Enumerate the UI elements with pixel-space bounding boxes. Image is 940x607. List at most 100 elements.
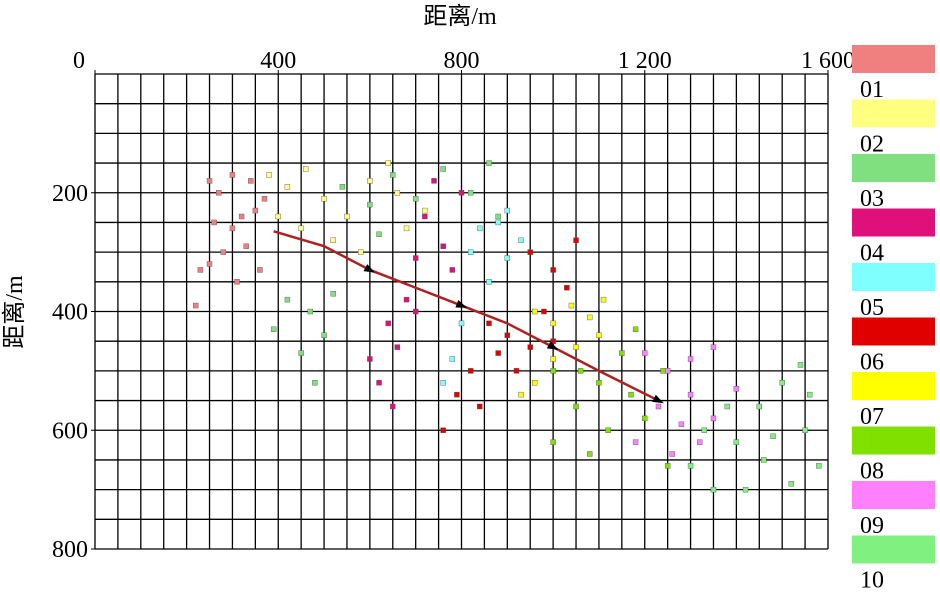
point [733,385,740,392]
x-tick-label: 800 [444,48,480,74]
y-axis-label: 距离/m [1,275,28,349]
point [628,391,634,398]
point [449,267,456,273]
series [632,344,740,457]
point [550,439,556,445]
legend-label: 08 [860,459,884,485]
point [234,279,240,285]
point [541,308,547,315]
point [697,439,703,445]
point [467,368,474,374]
point [422,213,428,220]
point [632,326,639,333]
x-tick-label: 1 600 [801,48,855,74]
point [756,403,762,410]
point [495,219,501,226]
point [568,302,575,309]
trend-arrow [546,341,559,350]
point [440,427,446,433]
point [440,166,446,172]
point [687,463,694,469]
point [321,195,327,202]
point [458,190,465,196]
point [710,415,717,422]
point [733,439,740,445]
trend-arrow [652,394,664,404]
point [206,261,213,267]
point [687,356,694,362]
legend-swatch [852,481,935,509]
point [518,391,524,398]
point [587,314,593,321]
legend-swatch [852,426,935,455]
point [724,403,730,410]
legend-swatch [852,372,935,400]
point [303,166,309,172]
point [412,308,419,315]
point [504,255,511,261]
legend-label: 04 [860,241,884,267]
point [467,190,474,196]
point [660,368,666,374]
point [701,427,708,433]
legend-label: 02 [860,132,884,158]
series [550,326,671,469]
point [403,296,410,303]
point [513,368,520,374]
trend-arrow [455,300,468,308]
point [376,380,382,386]
point [270,326,277,333]
series [687,362,822,493]
point [394,344,401,350]
point [687,391,694,398]
series [193,172,268,309]
legend-label: 05 [860,295,884,321]
point [440,243,446,249]
series [440,207,524,386]
point [211,219,217,226]
point [257,267,263,273]
point [454,391,460,398]
point [596,380,602,386]
point [412,195,419,202]
point [261,195,268,202]
point [632,439,639,445]
point [477,403,483,410]
point [495,350,501,356]
point [403,225,410,232]
point [527,344,533,350]
point [229,172,236,178]
point [761,457,767,463]
point [284,184,291,190]
point [587,451,593,457]
trend-line [273,230,660,402]
point [358,249,364,255]
point [275,213,281,220]
point [449,356,456,362]
point [344,213,350,220]
point [550,356,556,362]
point [440,380,446,386]
point [797,362,804,368]
point [330,237,336,243]
point [486,279,492,285]
series [367,178,465,410]
point [220,249,226,255]
legend-label: 03 [860,186,884,212]
point [710,486,717,493]
point [596,332,602,338]
point [339,184,346,190]
x-tick-label: 0 [73,48,85,74]
point [642,415,648,422]
point [385,320,391,327]
point [504,332,511,338]
legend-swatch [852,263,935,291]
point [564,285,570,291]
point [802,427,808,433]
legend-swatch [852,535,935,564]
point [550,267,556,273]
point [367,178,373,184]
point [605,427,611,433]
y-tick-label: 400 [52,300,88,326]
